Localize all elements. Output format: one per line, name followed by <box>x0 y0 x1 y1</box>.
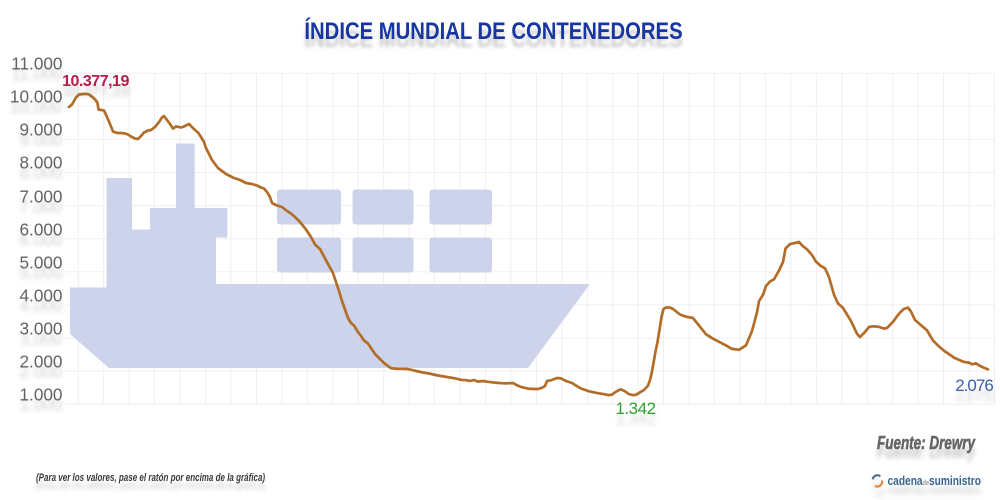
svg-text:cadenadesuministro: cadenadesuministro <box>887 473 981 488</box>
